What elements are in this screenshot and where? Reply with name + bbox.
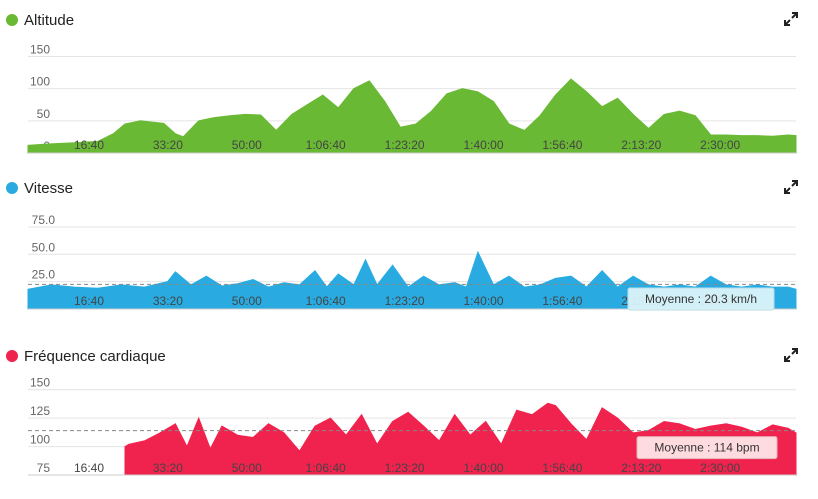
average-label: Moyenne : 114 bpm <box>636 436 778 460</box>
x-tick-label: 50:00 <box>232 138 262 152</box>
x-tick-label: 1:40:00 <box>463 294 503 308</box>
y-tick-label: 125 <box>30 404 50 418</box>
vitesse-title: Vitesse <box>24 179 73 197</box>
svg-text:Moyenne : 20.3 km/h: Moyenne : 20.3 km/h <box>645 292 757 306</box>
y-tick-label: 50 <box>37 107 51 121</box>
frequence-chart: 150 125 100 75 16:40 33:20 50:00 1:06:40 1:23:20… <box>28 376 797 476</box>
series-area <box>27 250 797 310</box>
x-tick-label: 1:06:40 <box>306 294 346 308</box>
y-tick-label: 75 <box>37 461 51 475</box>
x-tick-label: 33:20 <box>153 138 183 152</box>
x-tick-label: 2:30:00 <box>700 461 740 475</box>
altitude-panel: Altitude 15010050016:4033:2050:001:06:40… <box>0 10 818 160</box>
vitesse-legend-dot <box>6 182 18 194</box>
frequence-panel: Fréquence cardiaque 150 125 100 75 16:40 33:2… <box>0 346 818 496</box>
x-tick-label: 1:06:40 <box>306 138 346 152</box>
altitude-chart: 15010050016:4033:2050:001:06:401:23:201:… <box>27 42 797 154</box>
x-tick-label: 1:40:00 <box>463 461 503 475</box>
y-tick-label: 150 <box>30 42 50 56</box>
series-area <box>124 402 797 476</box>
altitude-legend-dot <box>6 14 18 26</box>
x-tick-label: 2:13:20 <box>621 138 661 152</box>
svg-text:Moyenne : 114 bpm: Moyenne : 114 bpm <box>654 441 759 455</box>
x-tick-label: 1:23:20 <box>385 294 425 308</box>
x-tick-label: 1:56:40 <box>542 461 582 475</box>
altitude-header: Altitude <box>6 10 74 30</box>
vitesse-panel: Vitesse 75.050.025.00.016:4033:2050:001:… <box>0 178 818 328</box>
series-area <box>27 78 797 154</box>
x-tick-label: 1:40:00 <box>463 138 503 152</box>
x-tick-label: 1:56:40 <box>542 138 582 152</box>
vitesse-expand-icon[interactable] <box>784 180 798 194</box>
x-tick-label: 1:23:20 <box>385 138 425 152</box>
x-tick-label: 16:40 <box>74 138 104 152</box>
x-tick-label: 1:23:20 <box>385 461 425 475</box>
x-tick-label: 50:00 <box>232 461 262 475</box>
frequence-title: Fréquence cardiaque <box>24 347 166 365</box>
vitesse-chart: 75.050.025.00.016:4033:2050:001:06:401:2… <box>27 213 797 311</box>
x-tick-label: 16:40 <box>74 294 104 308</box>
x-tick-label: 1:56:40 <box>542 294 582 308</box>
x-tick-label: 50:00 <box>232 294 262 308</box>
x-tick-label: 16:40 <box>74 461 104 475</box>
average-label: Moyenne : 20.3 km/h <box>627 287 775 311</box>
x-tick-label: 1:06:40 <box>306 461 346 475</box>
x-tick-label: 33:20 <box>153 294 183 308</box>
frequence-legend-dot <box>6 350 18 362</box>
y-tick-label: 50.0 <box>32 240 56 254</box>
altitude-title: Altitude <box>24 11 75 29</box>
x-tick-label: 2:30:00 <box>700 138 740 152</box>
y-tick-label: 75.0 <box>32 213 56 227</box>
x-tick-label: 33:20 <box>153 461 183 475</box>
frequence-header: Fréquence cardiaque <box>6 346 166 366</box>
y-tick-label: 100 <box>30 75 50 89</box>
altitude-expand-icon[interactable] <box>784 12 798 26</box>
vitesse-header: Vitesse <box>6 178 73 198</box>
y-tick-label: 150 <box>30 376 50 390</box>
y-tick-label: 100 <box>30 433 50 447</box>
frequence-expand-icon[interactable] <box>784 348 798 362</box>
x-tick-label: 2:13:20 <box>621 461 661 475</box>
y-tick-label: 25.0 <box>32 268 56 282</box>
